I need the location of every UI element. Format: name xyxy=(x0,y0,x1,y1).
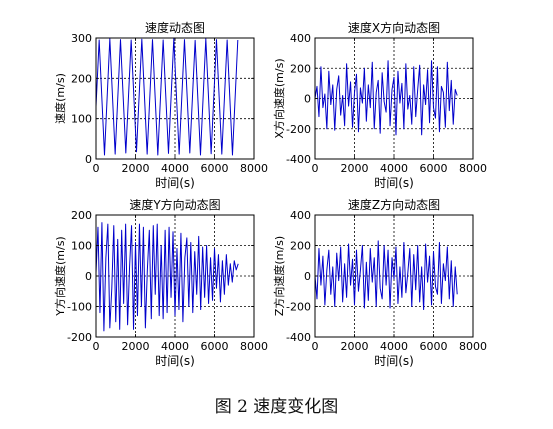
y-axis-label: X方向速度(m/s) xyxy=(272,58,286,138)
y-tick-label: 400 xyxy=(290,32,311,45)
chart-title: 速度Z方向动态图 xyxy=(348,197,440,212)
y-tick-label: -200 xyxy=(67,331,92,344)
chart-title: 速度Y方向动态图 xyxy=(129,197,220,212)
x-tick-label: 8000 xyxy=(459,162,487,175)
x-tick-label: 4000 xyxy=(161,340,189,353)
y-tick-label: 100 xyxy=(71,113,92,126)
x-tick-label: 2000 xyxy=(122,162,150,175)
series-line-1 xyxy=(315,60,458,136)
y-tick-label: 200 xyxy=(71,72,92,85)
y-tick-label: 300 xyxy=(71,32,92,45)
series-line-1 xyxy=(96,222,239,332)
x-tick-label: 6000 xyxy=(201,340,229,353)
x-tick-label: 0 xyxy=(312,340,319,353)
y-axis-label: 速度(m/s) xyxy=(53,73,67,124)
x-tick-label: 4000 xyxy=(380,340,408,353)
x-tick-label: 2000 xyxy=(341,162,369,175)
y-tick-label: 0 xyxy=(304,93,311,106)
y-tick-label: 400 xyxy=(290,209,311,222)
x-axis-label: 时间(s) xyxy=(374,354,414,368)
y-tick-label: 200 xyxy=(290,62,311,75)
y-axis-label: Y方向速度(m/s) xyxy=(53,236,67,316)
x-axis-label: 时间(s) xyxy=(374,176,414,190)
chart-title: 速度X方向动态图 xyxy=(348,20,440,35)
y-tick-label: 0 xyxy=(85,153,92,166)
x-tick-label: 2000 xyxy=(341,340,369,353)
y-tick-label: 100 xyxy=(71,240,92,253)
x-axis-label: 时间(s) xyxy=(155,354,195,368)
x-axis-label: 时间(s) xyxy=(155,176,195,190)
chart-panel-2: 0 2000 4000 6000 8000 -400 -200 0 200 400 速度X方向动态图… xyxy=(272,20,487,190)
x-tick-label: 8000 xyxy=(240,340,268,353)
x-tick-label: 6000 xyxy=(201,162,229,175)
y-tick-label: -200 xyxy=(286,123,311,136)
x-tick-label: 6000 xyxy=(420,340,448,353)
chart-panel-4: 0 2000 4000 6000 8000 -400 -200 0 200 400 速度Z方向动态图… xyxy=(272,197,487,368)
y-tick-label: 0 xyxy=(304,270,311,283)
series-line-1 xyxy=(315,240,458,311)
chart-panel-3: 0 2000 4000 6000 8000 -200 -100 0 100 200 速度Y方向动态图… xyxy=(53,197,268,368)
y-tick-label: -100 xyxy=(67,301,92,314)
y-tick-label: 0 xyxy=(85,270,92,283)
y-tick-label: 200 xyxy=(71,209,92,222)
y-tick-label: 200 xyxy=(290,240,311,253)
x-tick-label: 0 xyxy=(93,340,100,353)
x-tick-label: 4000 xyxy=(161,162,189,175)
x-tick-label: 8000 xyxy=(240,162,268,175)
y-tick-label: -400 xyxy=(286,153,311,166)
y-tick-label: -400 xyxy=(286,331,311,344)
chart-title: 速度动态图 xyxy=(145,20,205,35)
figure-caption: 图 2 速度变化图 xyxy=(214,397,339,417)
x-tick-label: 0 xyxy=(93,162,100,175)
x-tick-label: 0 xyxy=(312,162,319,175)
x-tick-label: 2000 xyxy=(122,340,150,353)
series-line-1 xyxy=(96,38,239,156)
y-axis-label: Z方向速度(m/s) xyxy=(272,236,286,316)
x-tick-label: 8000 xyxy=(459,340,487,353)
x-tick-label: 4000 xyxy=(380,162,408,175)
y-tick-label: -200 xyxy=(286,301,311,314)
x-tick-label: 6000 xyxy=(420,162,448,175)
